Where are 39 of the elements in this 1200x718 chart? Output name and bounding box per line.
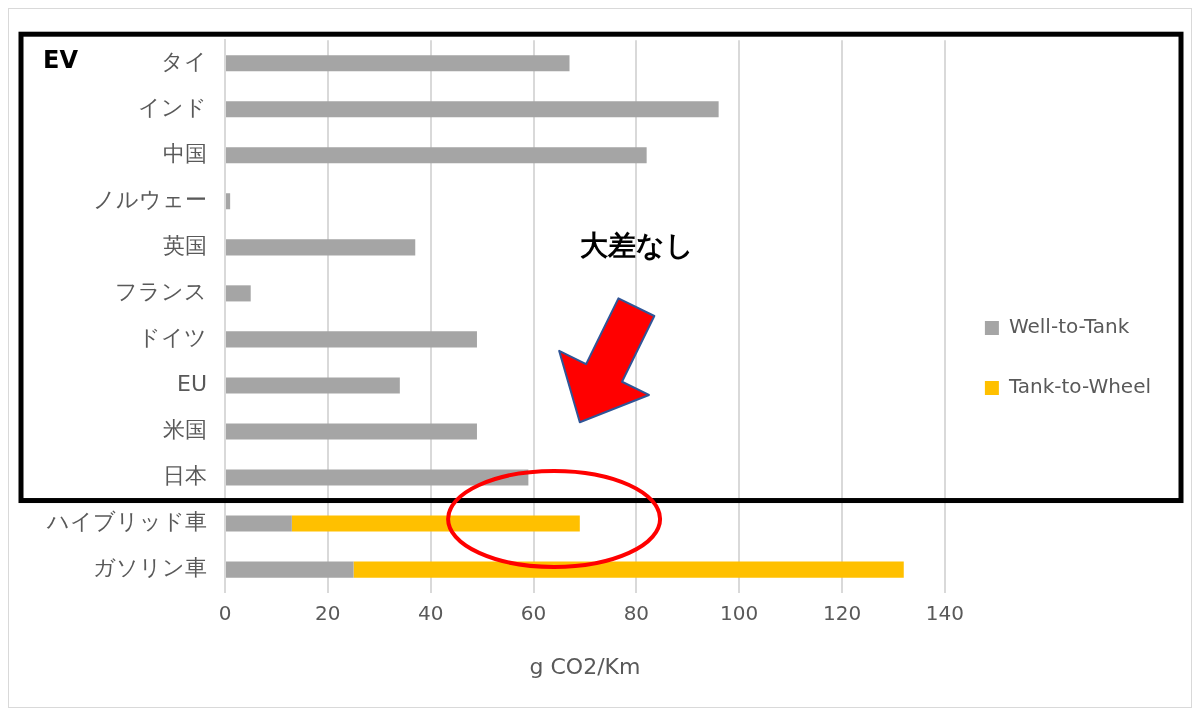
bar <box>226 377 400 394</box>
bar <box>291 515 580 532</box>
y-tick-label: 英国 <box>163 233 207 259</box>
x-tick-label: 120 <box>822 600 862 625</box>
bar <box>226 101 719 118</box>
x-tick-label: 20 <box>315 600 341 625</box>
y-tick-label: 日本 <box>163 463 207 489</box>
x-tick-label: 100 <box>720 600 759 625</box>
y-tick-label: ガソリン車 <box>93 555 207 581</box>
bar <box>353 561 904 578</box>
y-tick-label: フランス <box>115 279 207 305</box>
bar <box>226 193 231 210</box>
y-tick-label: ハイブリッド車 <box>46 509 207 535</box>
bar <box>226 423 477 440</box>
bar <box>226 55 570 72</box>
y-tick-label: インド <box>138 94 207 120</box>
text: EV <box>43 46 78 75</box>
x-tick-label: 40 <box>417 600 444 625</box>
bar <box>226 469 529 486</box>
bar <box>226 147 647 164</box>
x-tick-label: 80 <box>623 600 650 625</box>
y-tick-label: 中国 <box>163 141 207 166</box>
bar <box>226 331 477 348</box>
y-tick-label: EU <box>176 371 207 397</box>
y-tick-label: 米国 <box>163 417 207 443</box>
x-axis-title: g CO2/Km <box>529 653 641 679</box>
bar <box>226 285 251 302</box>
x-tick-label: 140 <box>925 600 964 625</box>
x-tick-label: 0 <box>218 600 232 625</box>
legend-label: Tank-to-Wheel <box>1007 374 1151 399</box>
y-tick-label: タイ <box>161 48 207 74</box>
y-tick-label: ノルウェー <box>93 187 207 213</box>
y-tick-label: ドイツ <box>138 325 207 351</box>
bar <box>226 239 416 256</box>
x-tick-label: 60 <box>520 600 547 625</box>
bar <box>226 561 354 578</box>
legend-label: Well-to-Tank <box>1008 314 1130 339</box>
annotation: 大差なし <box>579 227 694 264</box>
bar <box>226 515 292 532</box>
